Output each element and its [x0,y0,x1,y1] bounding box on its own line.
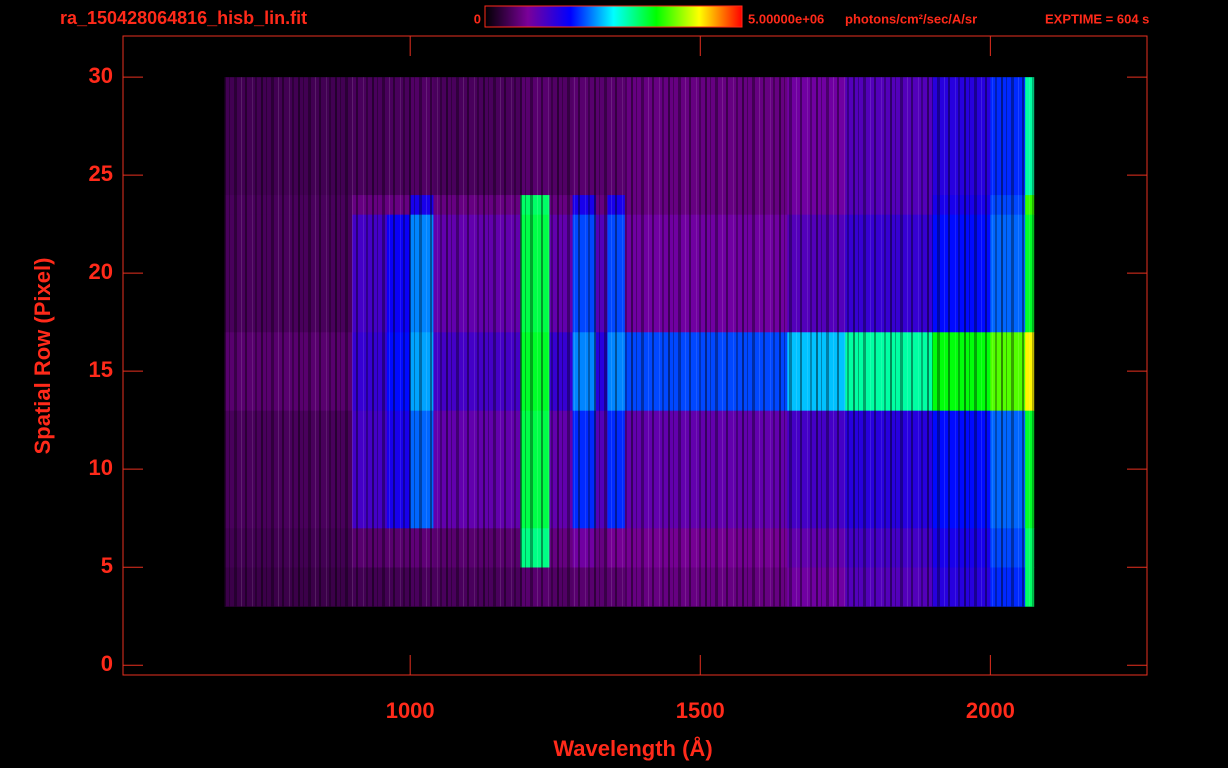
x-tick-label: 1000 [386,698,435,723]
y-tick-label: 20 [89,259,113,284]
y-tick-label: 15 [89,357,113,382]
chart-title: ra_150428064816_hisb_lin.fit [60,8,307,28]
exptime: EXPTIME = 604 s [1045,11,1149,26]
x-tick-label: 1500 [676,698,725,723]
plot-frame [122,35,1148,676]
y-tick-label: 5 [101,553,113,578]
colorbar-label: photons/cm²/sec/A/sr [845,11,977,26]
y-tick-label: 10 [89,455,113,480]
x-axis-label: Wavelength (Å) [553,735,712,761]
x-tick-label: 2000 [966,698,1015,723]
colorbar [484,5,743,28]
y-tick-label: 0 [101,651,113,676]
colorbar-tick-label: 0 [474,11,481,26]
y-tick-label: 25 [89,161,113,186]
texture [224,77,1034,607]
y-axis-label: Spatial Row (Pixel) [30,258,55,455]
colorbar-tick-label: 5.00000e+06 [748,11,824,26]
y-tick-label: 30 [89,63,113,88]
